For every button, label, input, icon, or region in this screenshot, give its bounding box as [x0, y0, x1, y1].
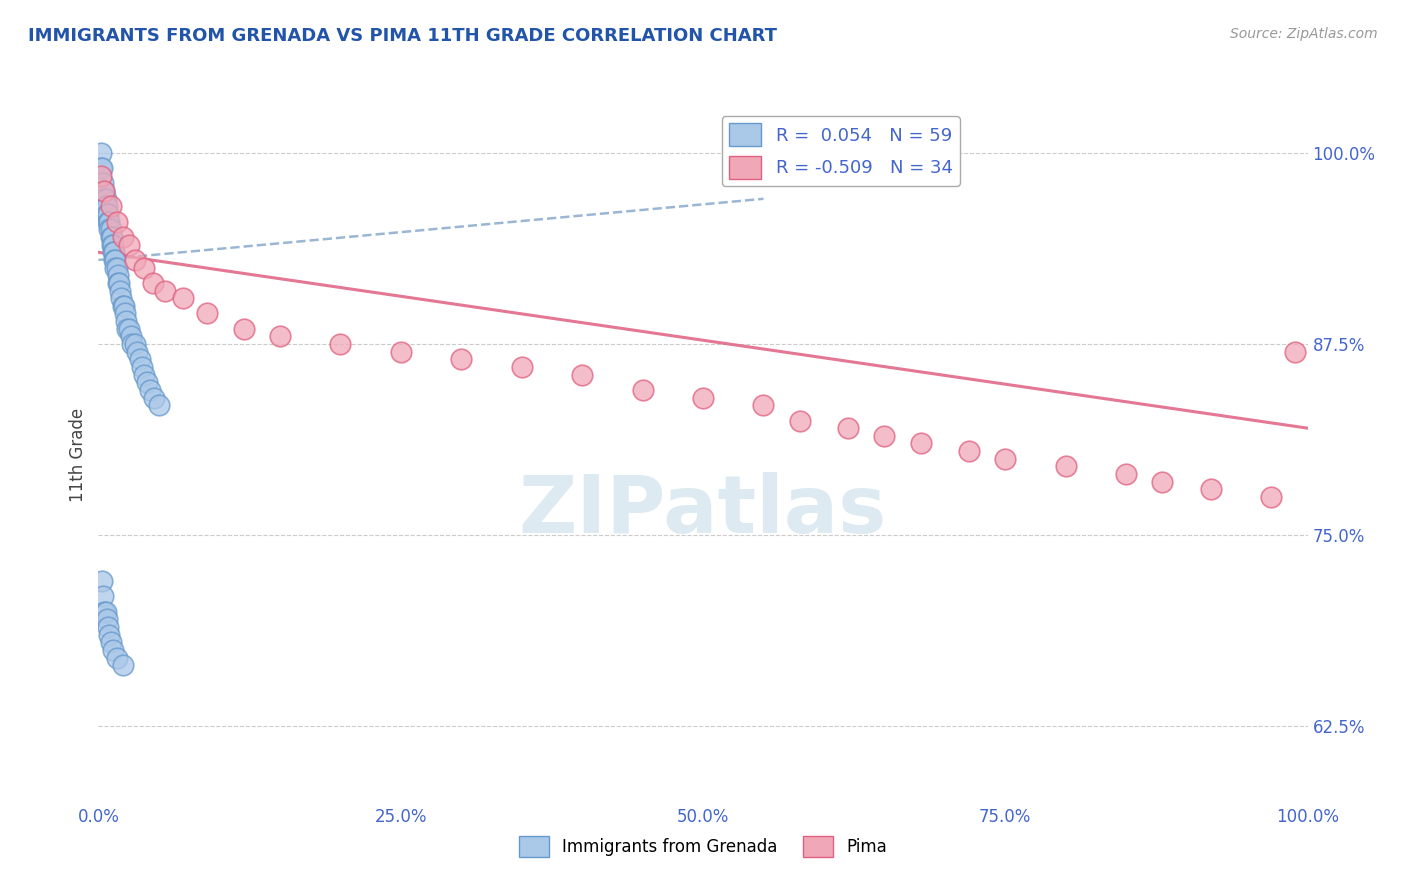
Point [90, 169, 112, 183]
Legend: Immigrants from Grenada, Pima: Immigrants from Grenada, Pima [512, 830, 894, 864]
Point [571, 368, 593, 382]
Point [1260, 490, 1282, 504]
Point [100, 237, 122, 252]
Point [134, 260, 156, 275]
Point [94, 605, 117, 619]
Point [96, 612, 118, 626]
Point [114, 306, 136, 320]
Point [111, 299, 134, 313]
Point [98, 627, 121, 641]
Point [269, 329, 291, 343]
Point [510, 359, 533, 374]
Point [128, 352, 150, 367]
Point [121, 337, 143, 351]
Point [1054, 459, 1077, 474]
Point [105, 650, 128, 665]
Point [131, 359, 153, 374]
Point [631, 383, 654, 397]
Point [837, 421, 859, 435]
Point [994, 451, 1017, 466]
Point [94, 192, 117, 206]
Point [117, 322, 139, 336]
Point [104, 260, 127, 275]
Point [118, 237, 141, 252]
Point [142, 276, 165, 290]
Point [124, 252, 146, 267]
Point [98, 215, 121, 229]
Point [103, 252, 125, 267]
Point [139, 383, 162, 397]
Point [127, 344, 149, 359]
Point [873, 429, 896, 443]
Y-axis label: 11th Grade: 11th Grade [69, 408, 87, 502]
Text: Source: ZipAtlas.com: Source: ZipAtlas.com [1230, 27, 1378, 41]
Point [105, 215, 128, 229]
Point [105, 260, 128, 275]
Point [107, 276, 129, 290]
Point [100, 635, 122, 649]
Point [101, 245, 124, 260]
Point [143, 391, 166, 405]
Point [329, 337, 352, 351]
Point [910, 436, 932, 450]
Point [104, 252, 127, 267]
Point [93, 605, 115, 619]
Point [389, 344, 412, 359]
Point [112, 299, 135, 313]
Point [96, 199, 118, 213]
Point [93, 184, 115, 198]
Point [1199, 483, 1222, 497]
Point [232, 322, 254, 336]
Point [91, 574, 114, 588]
Point [98, 222, 121, 236]
Point [134, 368, 156, 382]
Point [91, 184, 114, 198]
Point [172, 291, 194, 305]
Point [450, 352, 472, 367]
Point [97, 620, 120, 634]
Text: ZIPatlas: ZIPatlas [519, 472, 887, 549]
Point [110, 291, 132, 305]
Point [752, 398, 775, 412]
Point [107, 268, 129, 283]
Point [91, 161, 114, 176]
Point [135, 376, 157, 390]
Point [692, 391, 714, 405]
Point [111, 230, 134, 244]
Point [100, 230, 122, 244]
Point [1152, 475, 1174, 489]
Point [97, 215, 120, 229]
Point [111, 658, 134, 673]
Point [100, 199, 122, 213]
Point [957, 444, 980, 458]
Point [103, 245, 125, 260]
Point [100, 230, 122, 244]
Point [91, 177, 114, 191]
Point [108, 276, 131, 290]
Point [1284, 344, 1306, 359]
Point [94, 199, 117, 213]
Point [108, 284, 131, 298]
Point [100, 222, 122, 236]
Point [97, 207, 120, 221]
Text: IMMIGRANTS FROM GRENADA VS PIMA 11TH GRADE CORRELATION CHART: IMMIGRANTS FROM GRENADA VS PIMA 11TH GRA… [28, 27, 778, 45]
Point [118, 322, 141, 336]
Point [195, 306, 218, 320]
Point [1115, 467, 1137, 481]
Point [124, 337, 146, 351]
Point [101, 237, 124, 252]
Point [91, 590, 114, 604]
Point [93, 192, 115, 206]
Point [789, 413, 811, 427]
Point [93, 184, 115, 198]
Point [148, 398, 170, 412]
Point [115, 314, 138, 328]
Point [101, 643, 124, 657]
Point [90, 145, 112, 160]
Point [120, 329, 142, 343]
Point [90, 161, 112, 176]
Point [153, 284, 176, 298]
Point [96, 207, 118, 221]
